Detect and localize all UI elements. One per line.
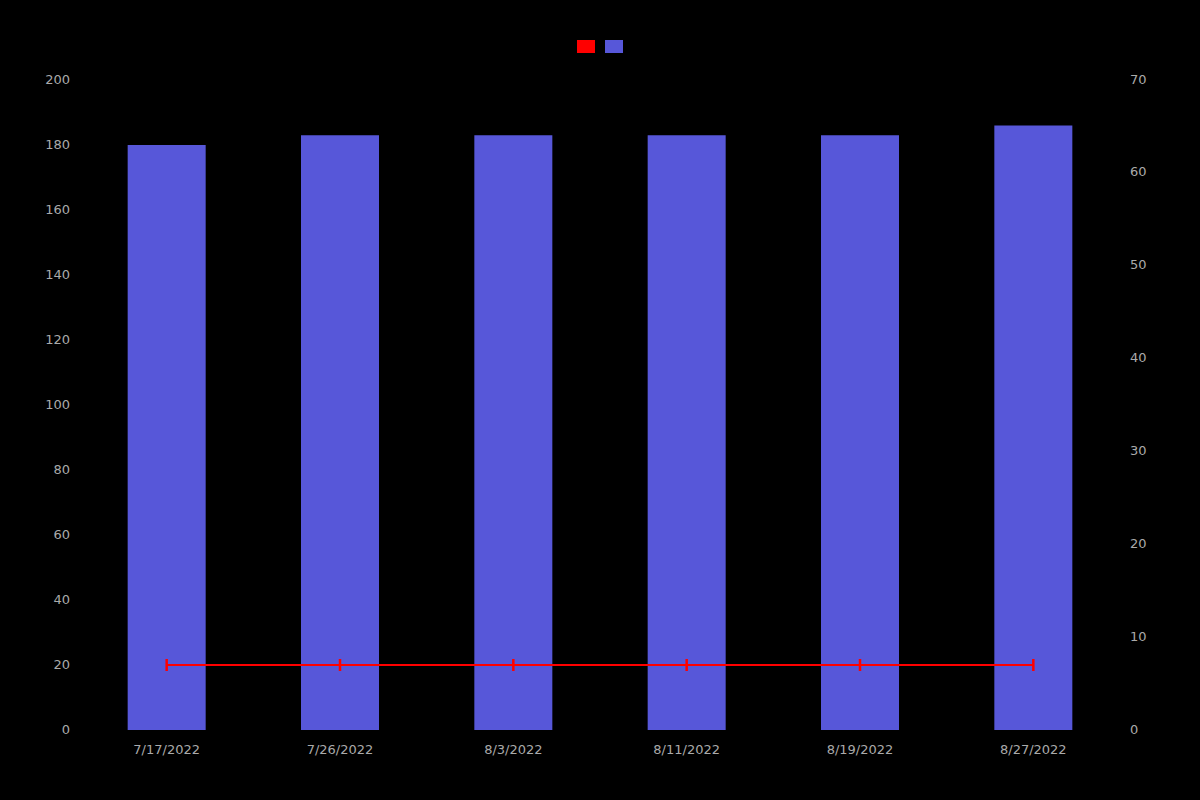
bar [821, 135, 899, 730]
y-tick-label: 100 [45, 397, 70, 412]
bar [994, 126, 1072, 731]
y2-tick-label: 30 [1130, 443, 1147, 458]
bar [648, 135, 726, 730]
legend-patch [605, 40, 623, 53]
x-tick-label: 7/17/2022 [133, 742, 200, 757]
line-series [167, 659, 1034, 671]
bar [474, 135, 552, 730]
y-tick-label: 60 [53, 527, 70, 542]
line-marker [512, 659, 515, 671]
bar [128, 145, 206, 730]
y-tick-label: 160 [45, 202, 70, 217]
y-tick-label: 0 [62, 722, 70, 737]
bar-series [128, 126, 1073, 731]
x-tick-label: 8/11/2022 [653, 742, 720, 757]
x-tick-label: 8/19/2022 [827, 742, 894, 757]
legend-patch [577, 40, 595, 53]
y-tick-label: 20 [53, 657, 70, 672]
x-tick-label: 7/26/2022 [307, 742, 374, 757]
y-axis-right: 0 10 20 30 40 50 60 70 [1130, 72, 1147, 737]
y-tick-label: 200 [45, 72, 70, 87]
y-tick-label: 180 [45, 137, 70, 152]
y2-tick-label: 0 [1130, 722, 1138, 737]
chart-svg: 0 20 40 60 80 100 120 140 160 180 200 0 10 20 30 40 50 60… [0, 0, 1200, 800]
line [167, 664, 1034, 666]
y2-tick-label: 40 [1130, 350, 1147, 365]
bar [301, 135, 379, 730]
y2-tick-label: 60 [1130, 164, 1147, 179]
plot-area [128, 126, 1073, 731]
y2-tick-label: 10 [1130, 629, 1147, 644]
line-marker [1032, 659, 1035, 671]
y-tick-label: 140 [45, 267, 70, 282]
x-tick-label: 8/27/2022 [1000, 742, 1067, 757]
line-marker [339, 659, 342, 671]
y2-tick-label: 20 [1130, 536, 1147, 551]
legend [577, 40, 623, 53]
x-axis: 7/17/2022 7/26/2022 8/3/2022 8/11/2022 8/19/… [133, 742, 1066, 757]
y-tick-label: 120 [45, 332, 70, 347]
line-marker [859, 659, 862, 671]
y2-tick-label: 70 [1130, 72, 1147, 87]
line-marker [165, 659, 168, 671]
y2-tick-label: 50 [1130, 257, 1147, 272]
x-tick-label: 8/3/2022 [484, 742, 542, 757]
line-marker [685, 659, 688, 671]
y-axis-left: 0 20 40 60 80 100 120 140 160 180 200 [45, 72, 70, 737]
y-tick-label: 80 [53, 462, 70, 477]
chart-container: 0 20 40 60 80 100 120 140 160 180 200 0 10 20 30 40 50 60… [0, 0, 1200, 800]
y-tick-label: 40 [53, 592, 70, 607]
